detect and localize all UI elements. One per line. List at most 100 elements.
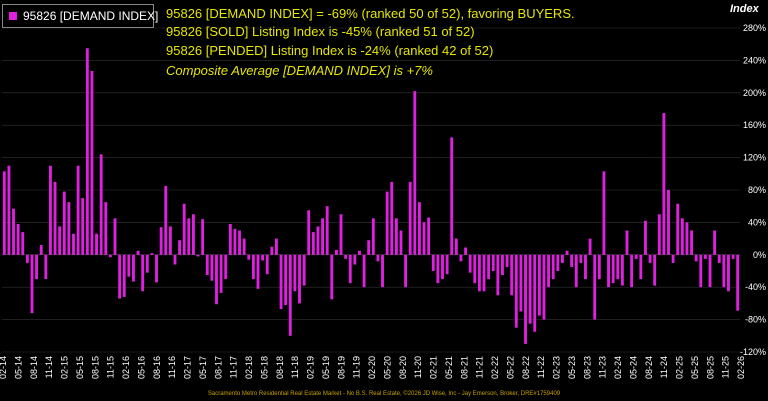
bar <box>21 232 25 255</box>
y-tick-label: 0% <box>753 250 766 260</box>
bar <box>90 70 94 255</box>
x-tick-label: 02-16 <box>121 356 131 379</box>
y-tick-label: 120% <box>743 153 766 163</box>
bar <box>464 247 467 255</box>
bar <box>81 198 85 255</box>
bar <box>279 254 283 310</box>
bar <box>49 165 52 255</box>
bar <box>265 254 269 275</box>
bar <box>141 254 145 292</box>
bar <box>690 230 693 255</box>
bar <box>136 250 140 255</box>
bar <box>611 254 615 284</box>
bar <box>394 218 398 255</box>
bar <box>325 206 329 255</box>
bar <box>579 254 583 263</box>
bar <box>408 181 412 255</box>
x-tick-label: 05-14 <box>13 356 23 379</box>
bar <box>168 226 172 255</box>
x-tick-label: 02-26 <box>736 356 746 379</box>
bar <box>85 48 89 255</box>
y-tick-label: -80% <box>745 315 766 325</box>
x-tick-label: 11-23 <box>598 356 608 378</box>
x-tick-label: 05-16 <box>136 356 146 379</box>
bar <box>533 254 537 332</box>
bar <box>731 254 735 259</box>
legend-swatch <box>9 12 17 20</box>
bar <box>496 254 500 296</box>
y-tick-label: -40% <box>745 282 766 292</box>
x-tick-label: 02-23 <box>552 356 562 379</box>
x-tick-label: 11-25 <box>721 356 731 378</box>
bar <box>247 254 251 260</box>
bar <box>108 254 112 258</box>
bar <box>224 254 228 280</box>
bar <box>58 226 62 255</box>
bar <box>713 230 717 255</box>
bar <box>667 190 670 255</box>
x-tick-label: 02-24 <box>613 356 623 379</box>
bar <box>685 222 689 255</box>
bar <box>330 254 334 300</box>
bar <box>653 254 657 286</box>
y-tick-label: 280% <box>743 23 766 33</box>
bar <box>422 222 426 255</box>
bar <box>196 254 200 257</box>
y-tick-label: 240% <box>743 55 766 65</box>
bar <box>445 254 449 275</box>
bar <box>334 249 338 255</box>
x-tick-label: 08-16 <box>152 356 162 379</box>
x-tick-label: 05-20 <box>382 356 392 379</box>
bar <box>44 254 48 280</box>
bar <box>288 254 292 336</box>
bar <box>574 254 578 288</box>
bar <box>150 253 154 255</box>
y-axis-title: Index <box>730 3 759 15</box>
bar <box>251 254 255 280</box>
bar <box>321 218 324 255</box>
y-axis-ticks: -120% -80% -40% 0% 40% 80% 120% 160% 200% 240% 280… <box>740 23 766 357</box>
bar <box>104 202 108 255</box>
bar <box>390 181 394 255</box>
bar <box>482 254 486 292</box>
bar <box>122 254 126 297</box>
bar <box>662 113 666 255</box>
x-tick-label: 02-22 <box>490 356 500 379</box>
x-tick-label: 02-17 <box>183 356 193 379</box>
bar <box>67 202 71 255</box>
x-tick-label: 02-15 <box>60 356 70 379</box>
bar <box>298 254 301 304</box>
bar <box>510 254 514 296</box>
x-tick-label: 11-19 <box>352 356 362 378</box>
bar <box>191 214 195 255</box>
bar <box>413 91 417 255</box>
bar <box>62 191 66 255</box>
bar <box>201 219 205 255</box>
bar <box>228 224 232 255</box>
bar <box>427 217 431 255</box>
x-tick-label: 11-14 <box>44 356 54 378</box>
x-tick-label: 11-20 <box>413 356 423 378</box>
bar <box>630 254 634 288</box>
x-tick-label: 05-25 <box>690 356 700 379</box>
bar <box>450 137 454 255</box>
bar <box>182 203 186 255</box>
bar <box>7 165 11 255</box>
bar <box>39 245 43 255</box>
bar <box>233 228 237 255</box>
bar <box>316 226 320 255</box>
bar <box>348 254 352 284</box>
x-tick-label: 08-24 <box>644 356 654 379</box>
bar <box>385 191 389 255</box>
bar <box>187 218 191 255</box>
bar <box>560 254 564 263</box>
bar <box>699 254 703 288</box>
bar <box>736 254 740 311</box>
legend: 95826 [DEMAND INDEX] <box>2 4 158 28</box>
bar <box>722 254 726 288</box>
x-tick-label: 02-20 <box>367 356 377 379</box>
x-tick-label: 05-18 <box>259 356 269 379</box>
bar <box>127 254 131 277</box>
bar <box>473 254 477 284</box>
bar <box>30 254 34 314</box>
